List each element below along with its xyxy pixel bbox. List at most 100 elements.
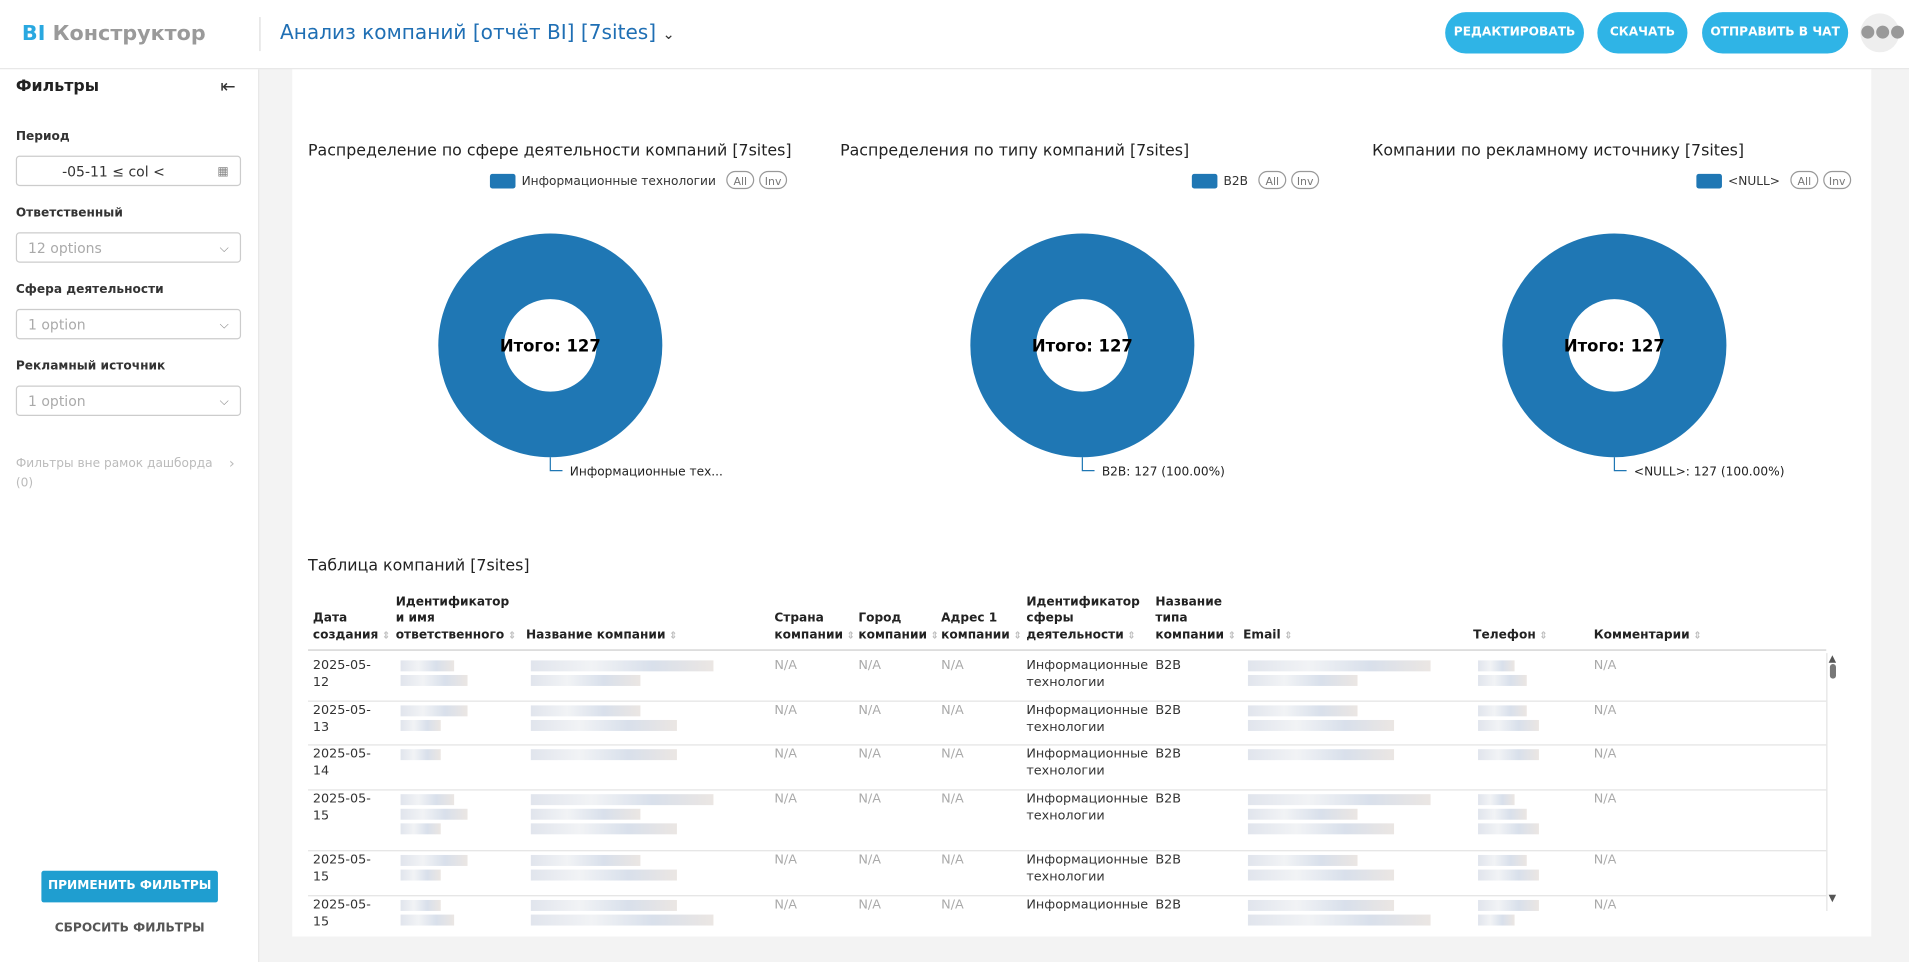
- sort-icon: ⇕: [846, 629, 855, 641]
- reset-button[interactable]: СБРОСИТЬ ФИЛЬТРЫ: [54, 921, 205, 936]
- legend-button[interactable]: [759, 170, 788, 190]
- redacted: [530, 749, 677, 761]
- slice-label: <NULL>: 127 (100.00%): [1634, 465, 1785, 479]
- apply-button[interactable]: ПРИМЕНИТЬ ФИЛЬТРЫ: [41, 870, 218, 903]
- slice-label: B2B: 127 (100.00%): [1102, 465, 1225, 479]
- column-title: Идентификатор и имя ответственного: [395, 595, 510, 642]
- sort-icon: ⇕: [382, 629, 391, 641]
- redacted: [1247, 914, 1431, 926]
- table-cell: 2025-05-15: [312, 852, 371, 884]
- table-cell: N/A: [858, 657, 881, 673]
- column-title: Адрес 1 компании: [941, 611, 1010, 642]
- redacted: [530, 869, 677, 881]
- column-header[interactable]: Адрес 1 компании ⇕: [941, 611, 1022, 644]
- table-cell: 2025-05-13: [312, 702, 371, 734]
- sidebar-title: Фильтры: [15, 77, 100, 97]
- edit-button[interactable]: РЕДАКТИРОВАТЬ: [1445, 12, 1584, 54]
- send-button[interactable]: ОТПРАВИТЬ В ЧАТ: [1702, 12, 1849, 54]
- column-header[interactable]: Идентификатор и имя ответственного ⇕: [395, 594, 517, 643]
- redacted: [400, 674, 468, 686]
- redacted: [1247, 854, 1358, 866]
- filter-value: 12 options: [28, 239, 102, 257]
- redacted: [400, 749, 441, 761]
- column-header[interactable]: Страна компании ⇕: [774, 611, 855, 644]
- sort-icon: ⇕: [1539, 629, 1548, 641]
- download-button[interactable]: СКАЧАТЬ: [1597, 12, 1688, 54]
- logo-bi: BI: [21, 21, 46, 47]
- sidebar: [0, 69, 260, 962]
- table-cell: N/A: [941, 746, 964, 762]
- column-header[interactable]: Телефон ⇕: [1473, 627, 1578, 643]
- chevron: ⌄: [662, 25, 675, 43]
- redacted: [1478, 899, 1539, 911]
- redacted: [530, 705, 641, 717]
- outside-filters[interactable]: Фильтры вне рамок дашборда (0): [16, 457, 213, 497]
- chart-title: Распределение по сфере деятельности комп…: [308, 141, 792, 160]
- filter-input[interactable]: 1 option ⌵: [15, 308, 242, 340]
- redacted: [1478, 749, 1539, 761]
- table-cell: N/A: [774, 702, 797, 718]
- column-header[interactable]: Город компании ⇕: [858, 611, 939, 644]
- center-label: Итого: 127: [1032, 336, 1133, 355]
- column-title: Телефон: [1473, 628, 1536, 642]
- header-line: [308, 649, 1827, 651]
- legend-button[interactable]: [1790, 170, 1819, 190]
- redacted: [400, 808, 468, 820]
- table-cell: 2025-05-15: [312, 897, 371, 929]
- column-header[interactable]: Комментарии ⇕: [1594, 627, 1735, 643]
- filter-label: Рекламный источник: [15, 359, 166, 374]
- collapse-icon[interactable]: ⇤: [220, 75, 236, 98]
- table-cell: B2B: [1155, 746, 1182, 762]
- legend-swatch: [489, 173, 516, 189]
- table-cell: B2B: [1155, 657, 1182, 673]
- filter-label: Сфера деятельности: [15, 283, 164, 297]
- redacted: [530, 899, 677, 911]
- redacted: [1247, 719, 1395, 731]
- filter-input[interactable]: 12 options ⌵: [15, 232, 242, 263]
- legend-button[interactable]: [1823, 170, 1852, 190]
- row-line: [308, 700, 1827, 702]
- table-cell: 2025-05-15: [312, 791, 371, 823]
- dashboard-title[interactable]: Анализ компаний [отчёт BI] [7sites] ⌄: [280, 21, 675, 44]
- redacted: [1478, 705, 1527, 717]
- legend: Inv All <NULL>: [1696, 170, 1852, 190]
- redacted: [530, 823, 677, 835]
- column-header[interactable]: Дата создания ⇕: [313, 611, 390, 644]
- legend-label: B2B: [1224, 174, 1248, 188]
- column-header[interactable]: Идентификатор сферы деятельности ⇕: [1026, 594, 1143, 643]
- more-button[interactable]: ●●●: [1860, 13, 1905, 53]
- redacted: [400, 914, 455, 926]
- legend-button[interactable]: [726, 170, 755, 190]
- filter-value: 1 option: [28, 316, 86, 334]
- redacted: [1478, 914, 1515, 926]
- redacted: [400, 854, 468, 866]
- redacted: [1247, 749, 1395, 761]
- table-cell: N/A: [1593, 791, 1617, 807]
- sort-icon: ⇕: [1013, 629, 1022, 641]
- redacted: [1478, 823, 1539, 835]
- legend-button[interactable]: [1291, 170, 1320, 190]
- donut-slice: [438, 233, 663, 458]
- column-header[interactable]: Название компании ⇕: [526, 627, 752, 643]
- redacted: [1247, 808, 1358, 820]
- column-header[interactable]: Email ⇕: [1243, 627, 1457, 643]
- chart-title: Компании по рекламному источнику [7sites…: [1372, 141, 1744, 160]
- table-cell: N/A: [774, 657, 797, 673]
- legend-button[interactable]: [1258, 170, 1287, 190]
- redacted: [1247, 674, 1358, 686]
- filter-input[interactable]: -05-11 ≤ col < ▦: [15, 155, 242, 187]
- column-title: Город компании: [858, 611, 928, 642]
- logo[interactable]: BI Конструктор: [22, 22, 206, 46]
- scrollbar[interactable]: ▲ ▼: [1828, 653, 1837, 904]
- legend-button-label: All: [1798, 175, 1812, 188]
- redacted: [400, 705, 468, 717]
- row-line: [308, 744, 1827, 746]
- sort-icon: ⇕: [507, 629, 517, 641]
- sort-icon: ⇕: [669, 629, 678, 641]
- table-cell: B2B: [1155, 791, 1182, 807]
- legend-button-label: Inv: [1297, 175, 1314, 188]
- redacted: [1247, 705, 1358, 717]
- filter-input[interactable]: 1 option ⌵: [15, 385, 242, 416]
- column-header[interactable]: Название типа компании ⇕: [1155, 594, 1236, 643]
